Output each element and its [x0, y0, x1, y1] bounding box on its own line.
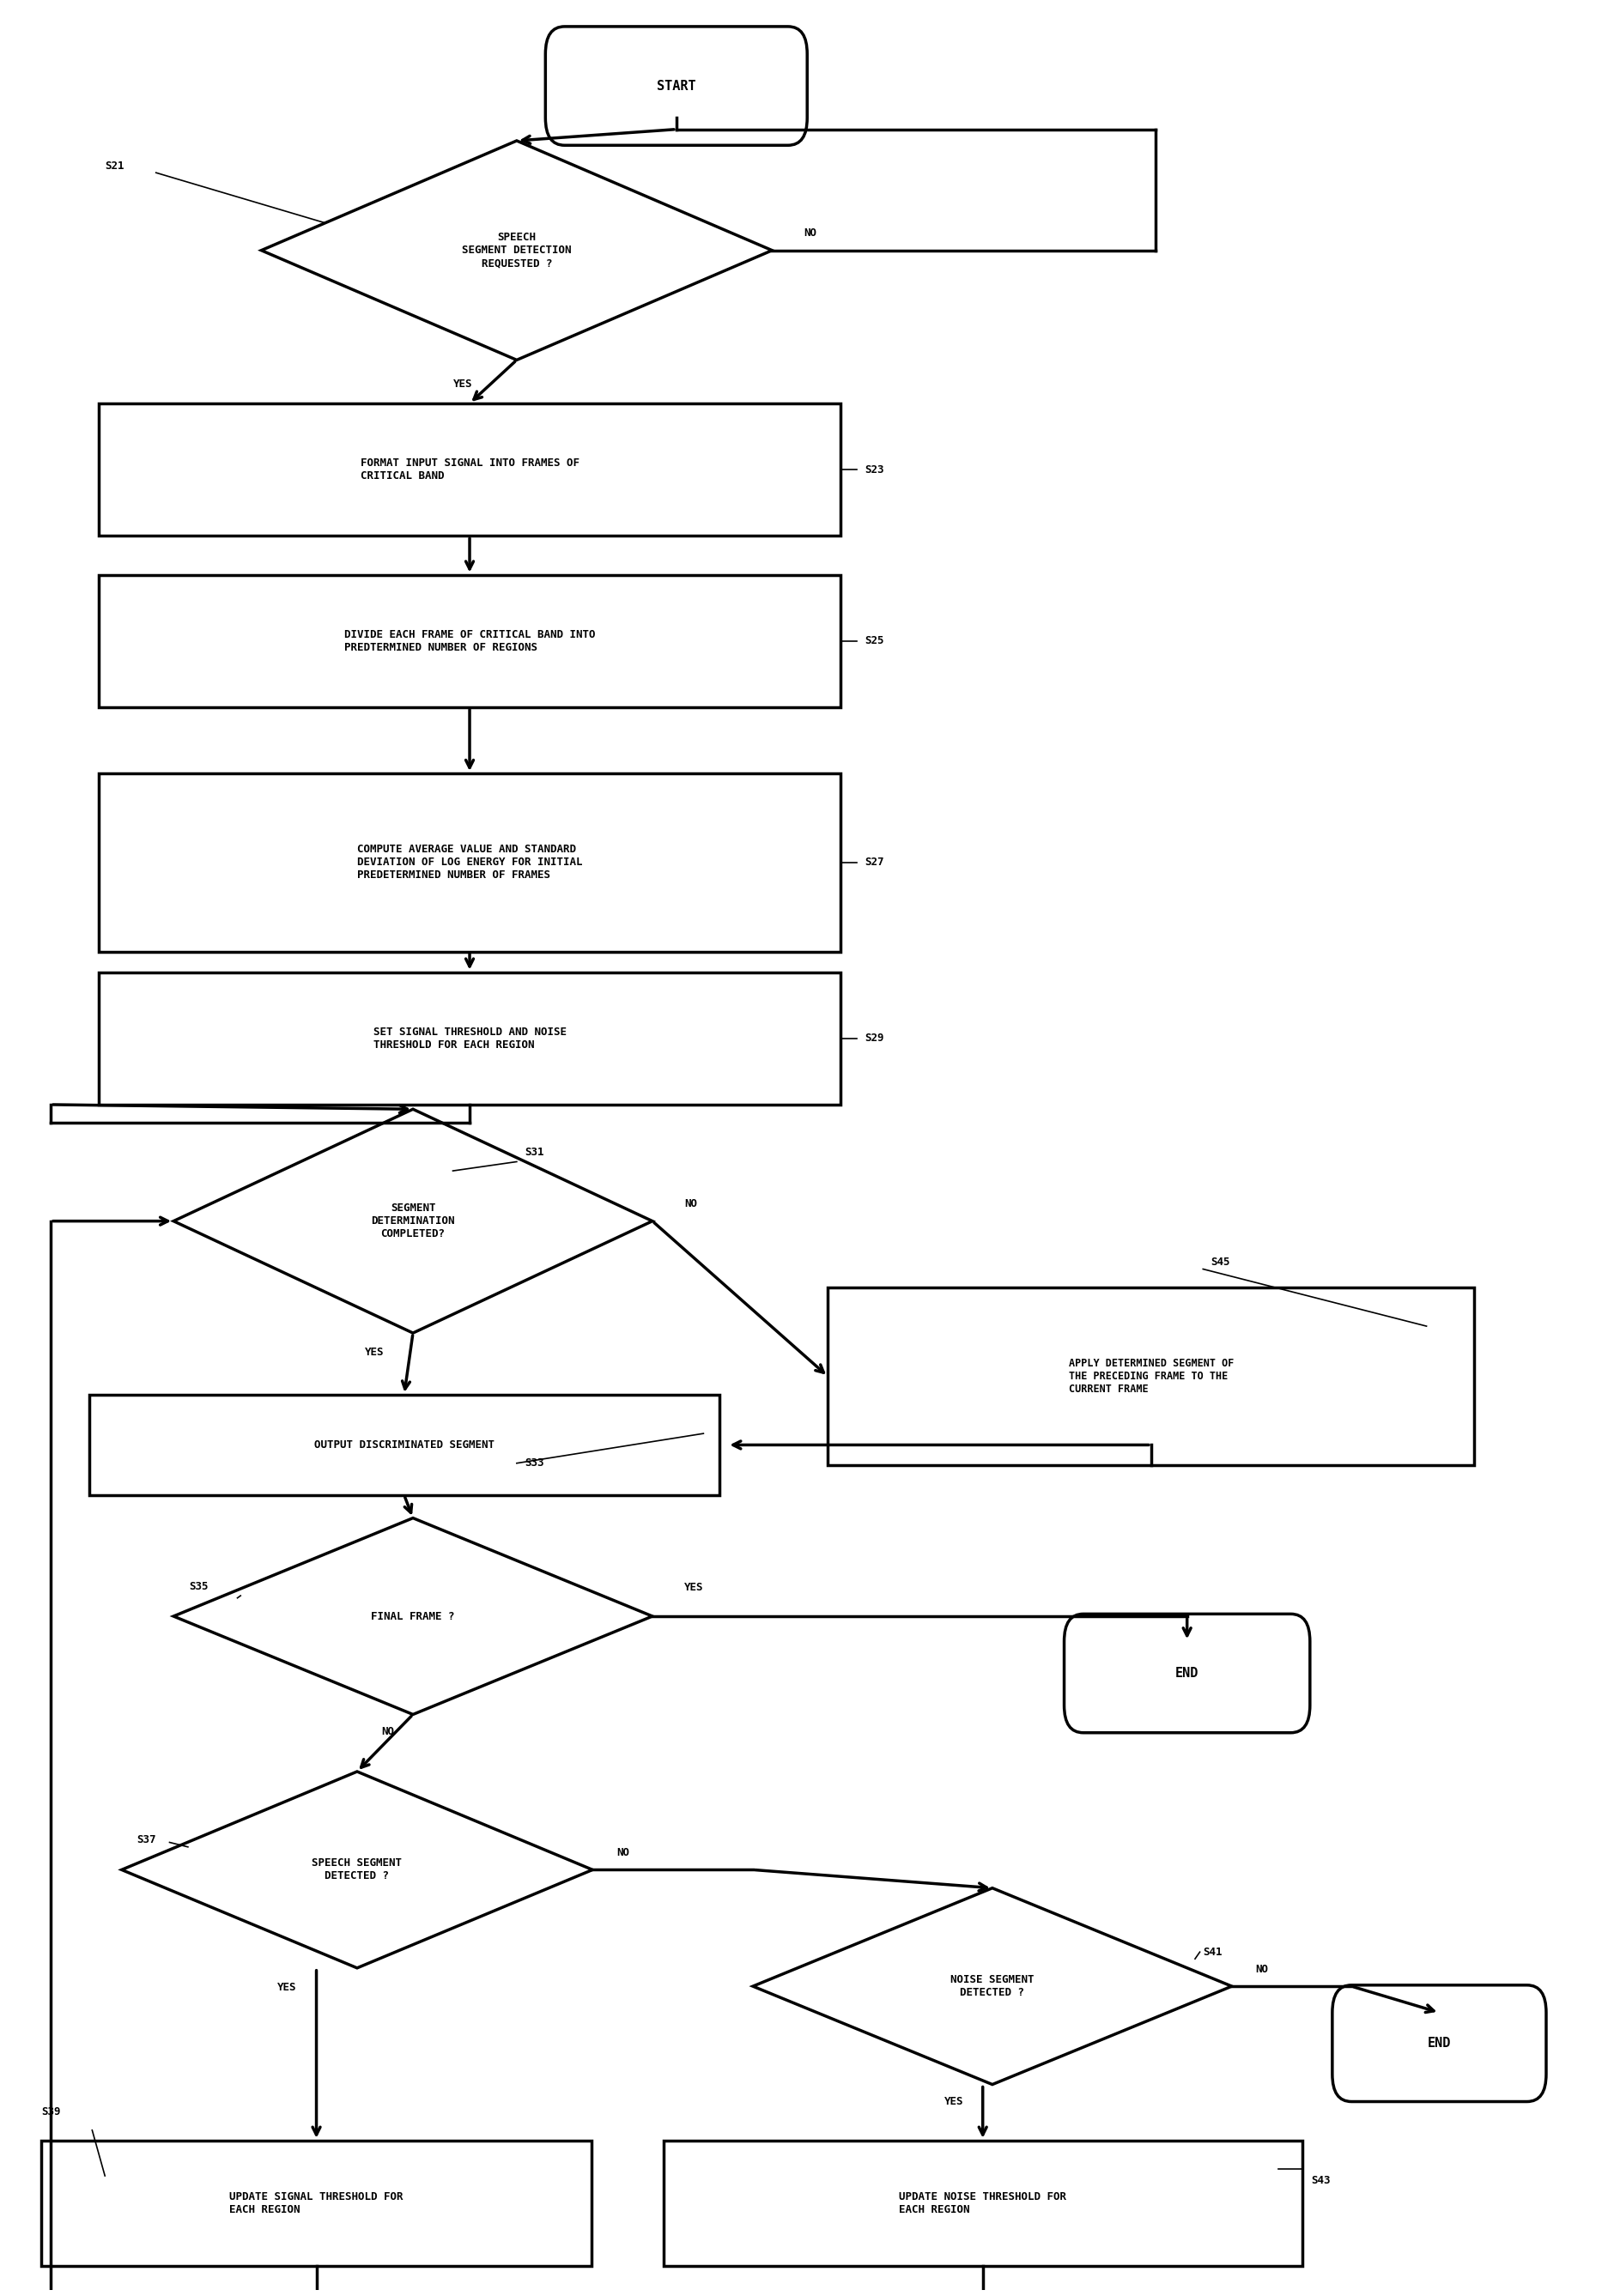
- Polygon shape: [174, 1518, 653, 1715]
- Text: NOISE SEGMENT
DETECTED ?: NOISE SEGMENT DETECTED ?: [950, 1975, 1034, 1998]
- Text: S29: S29: [865, 1033, 884, 1045]
- Bar: [98, 971, 841, 1104]
- Bar: [42, 2140, 592, 2266]
- Text: S27: S27: [865, 856, 884, 868]
- Bar: [664, 2140, 1302, 2266]
- Text: NO: NO: [804, 227, 817, 239]
- Text: FORMAT INPUT SIGNAL INTO FRAMES OF
CRITICAL BAND: FORMAT INPUT SIGNAL INTO FRAMES OF CRITI…: [360, 457, 579, 482]
- FancyBboxPatch shape: [545, 28, 807, 145]
- Text: YES: YES: [453, 379, 473, 390]
- Text: END: END: [1175, 1667, 1200, 1681]
- Text: UPDATE NOISE THRESHOLD FOR
EACH REGION: UPDATE NOISE THRESHOLD FOR EACH REGION: [899, 2190, 1066, 2216]
- Text: NO: NO: [685, 1199, 698, 1210]
- Text: NO: NO: [381, 1727, 394, 1738]
- Text: YES: YES: [685, 1582, 704, 1593]
- Text: SEGMENT
DETERMINATION
COMPLETED?: SEGMENT DETERMINATION COMPLETED?: [371, 1203, 455, 1240]
- Text: COMPUTE AVERAGE VALUE AND STANDARD
DEVIATION OF LOG ENERGY FOR INITIAL
PREDETERM: COMPUTE AVERAGE VALUE AND STANDARD DEVIA…: [357, 845, 582, 882]
- Text: YES: YES: [365, 1348, 384, 1357]
- Polygon shape: [122, 1773, 592, 1968]
- Text: SPEECH
SEGMENT DETECTION
REQUESTED ?: SPEECH SEGMENT DETECTION REQUESTED ?: [461, 232, 571, 269]
- Text: S23: S23: [865, 464, 884, 475]
- Text: SET SIGNAL THRESHOLD AND NOISE
THRESHOLD FOR EACH REGION: SET SIGNAL THRESHOLD AND NOISE THRESHOLD…: [373, 1026, 566, 1049]
- Text: START: START: [656, 80, 696, 92]
- Text: NO: NO: [616, 1848, 629, 1857]
- Text: S31: S31: [524, 1148, 544, 1157]
- Text: S41: S41: [1203, 1947, 1222, 1958]
- Text: APPLY DETERMINED SEGMENT OF
THE PRECEDING FRAME TO THE
CURRENT FRAME: APPLY DETERMINED SEGMENT OF THE PRECEDIN…: [1069, 1357, 1233, 1396]
- Text: OUTPUT DISCRIMINATED SEGMENT: OUTPUT DISCRIMINATED SEGMENT: [314, 1440, 494, 1451]
- Text: S25: S25: [865, 636, 884, 647]
- Text: S39: S39: [42, 2105, 61, 2117]
- Text: DIVIDE EACH FRAME OF CRITICAL BAND INTO
PREDTERMINED NUMBER OF REGIONS: DIVIDE EACH FRAME OF CRITICAL BAND INTO …: [344, 629, 595, 652]
- Bar: [88, 1394, 719, 1495]
- Text: S35: S35: [190, 1582, 209, 1591]
- Polygon shape: [174, 1109, 653, 1334]
- Text: S43: S43: [1312, 2174, 1331, 2186]
- Text: END: END: [1428, 2037, 1450, 2050]
- Polygon shape: [753, 1887, 1232, 2085]
- Text: S21: S21: [105, 161, 124, 172]
- Text: SPEECH SEGMENT
DETECTED ?: SPEECH SEGMENT DETECTED ?: [312, 1857, 402, 1883]
- Bar: [98, 774, 841, 951]
- Text: S37: S37: [137, 1835, 156, 1846]
- Text: FINAL FRAME ?: FINAL FRAME ?: [371, 1612, 455, 1621]
- Text: UPDATE SIGNAL THRESHOLD FOR
EACH REGION: UPDATE SIGNAL THRESHOLD FOR EACH REGION: [230, 2190, 404, 2216]
- Polygon shape: [262, 140, 772, 360]
- Bar: [98, 574, 841, 707]
- Bar: [828, 1288, 1475, 1465]
- Text: YES: YES: [277, 1981, 296, 1993]
- Text: YES: YES: [944, 2096, 963, 2108]
- Text: NO: NO: [1256, 1963, 1269, 1975]
- Text: S45: S45: [1211, 1256, 1230, 1267]
- Bar: [98, 404, 841, 535]
- FancyBboxPatch shape: [1333, 1986, 1547, 2101]
- FancyBboxPatch shape: [1064, 1614, 1311, 1733]
- Text: S33: S33: [524, 1458, 544, 1469]
